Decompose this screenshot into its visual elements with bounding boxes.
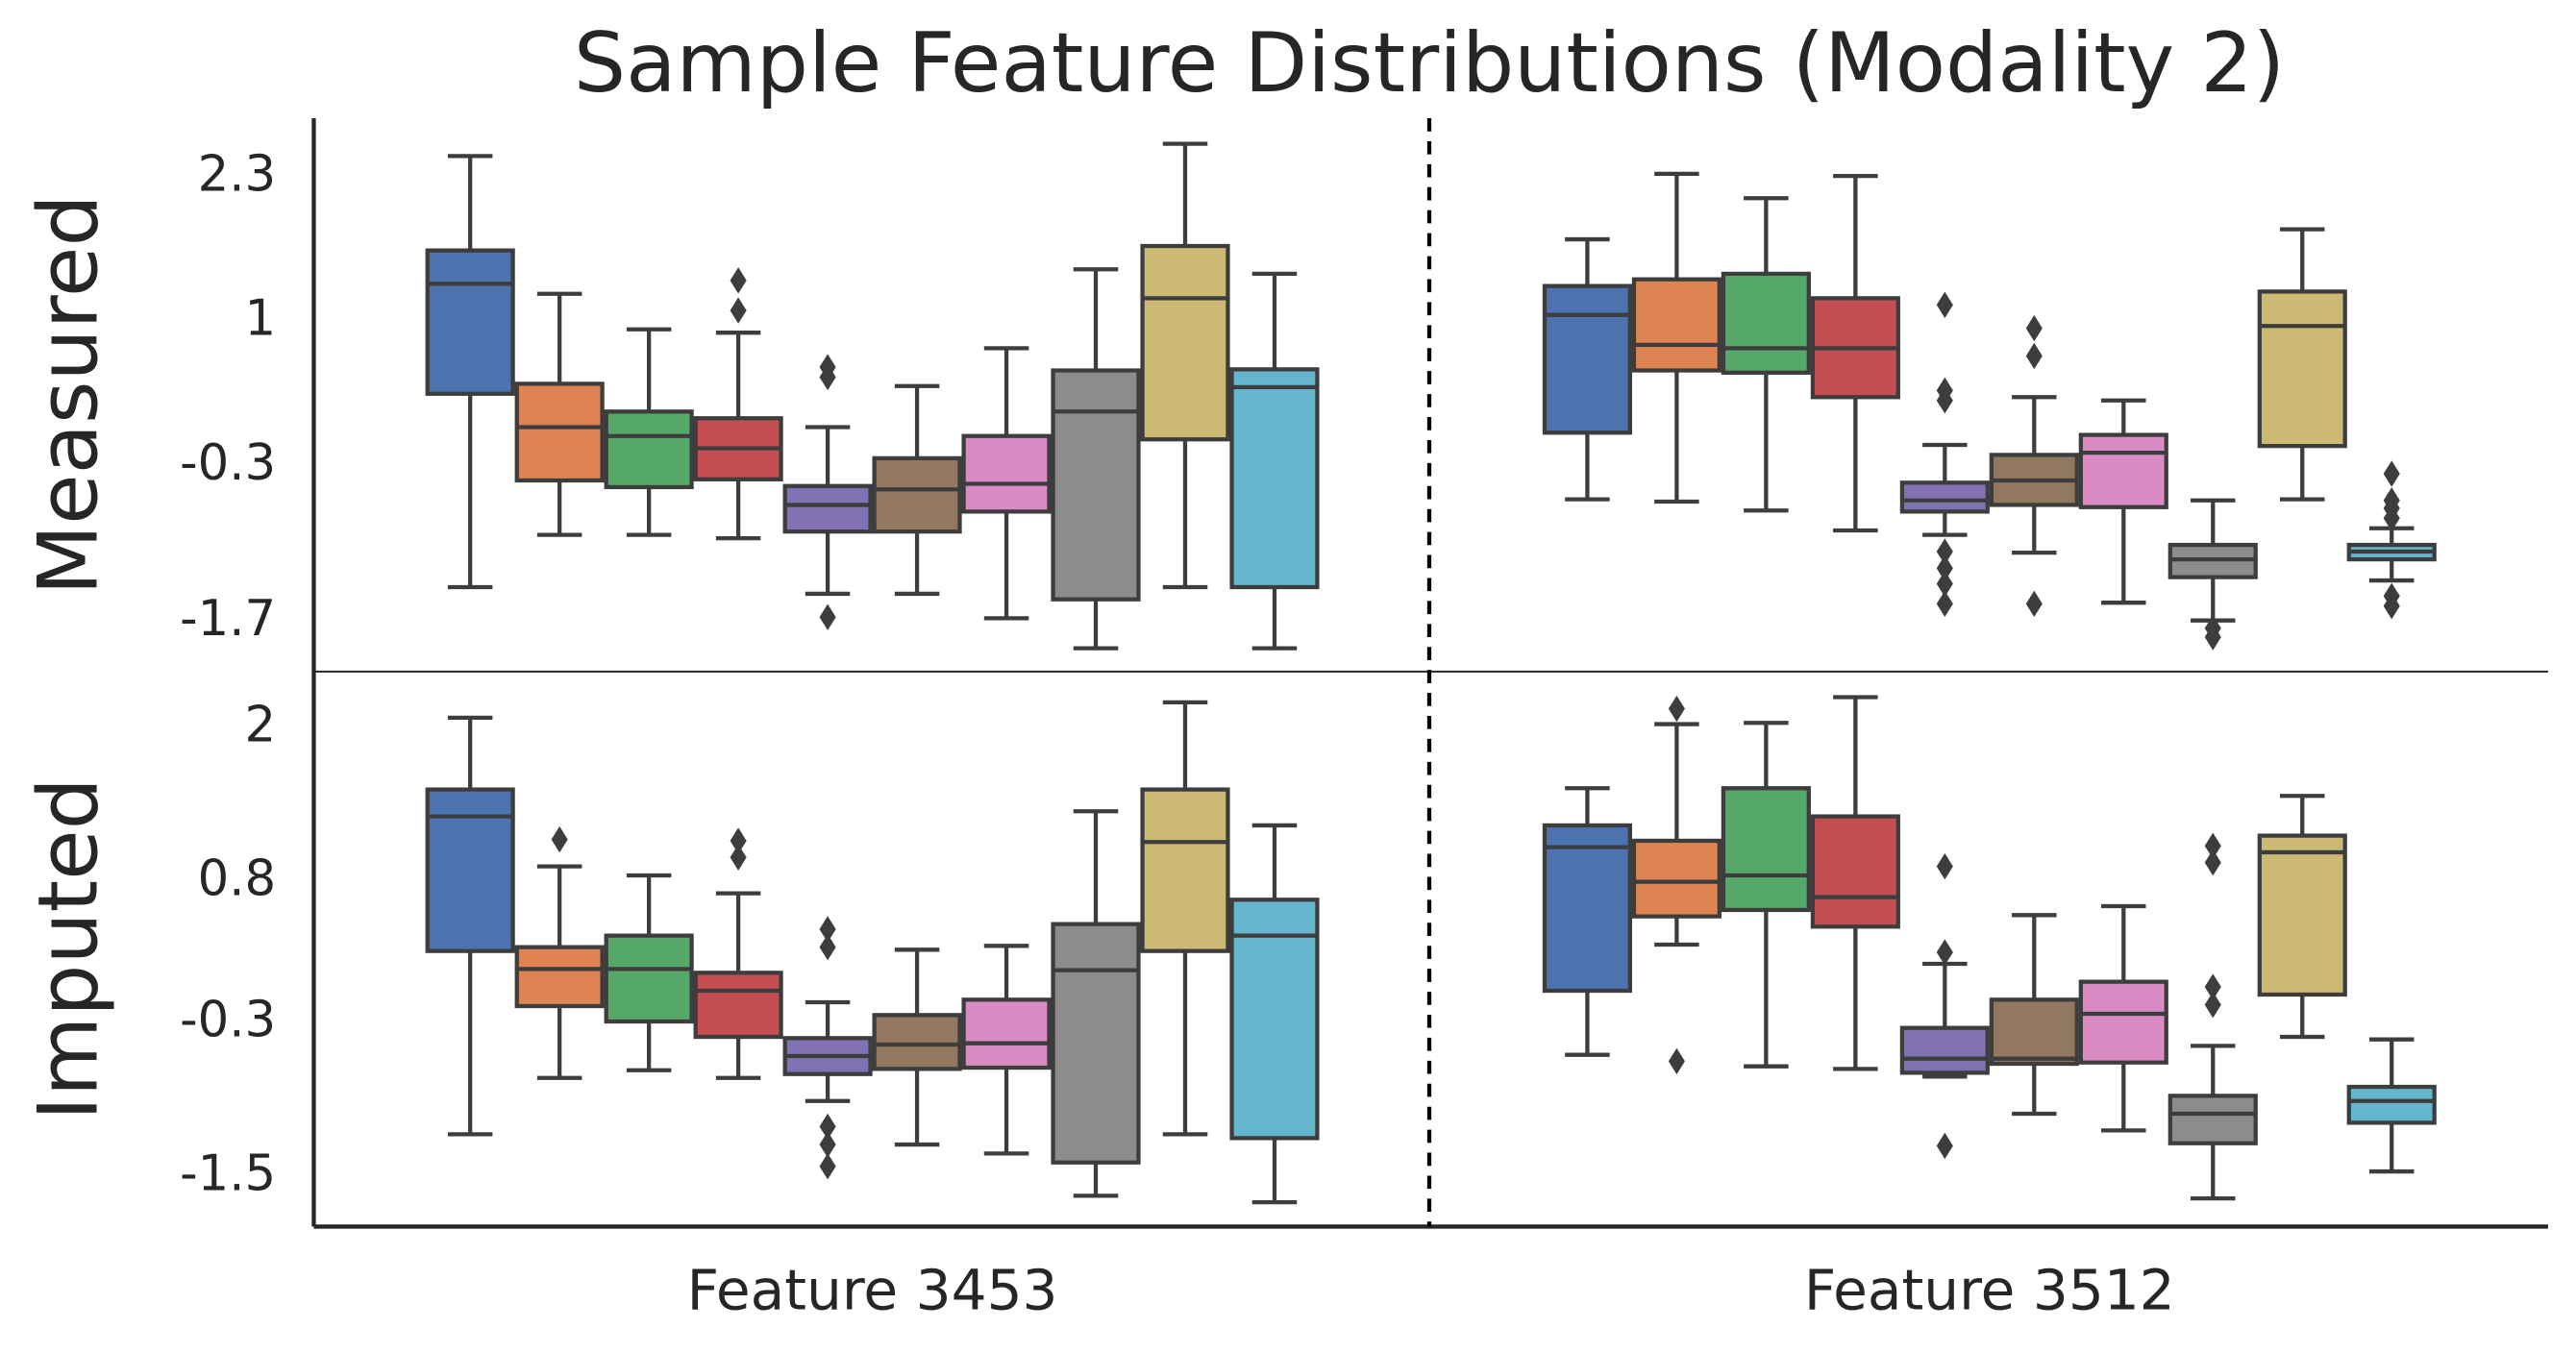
outlier	[2383, 495, 2400, 522]
row-label: Measured	[21, 194, 116, 595]
box	[1542, 283, 1632, 435]
outlier	[819, 933, 836, 961]
box	[425, 787, 515, 953]
outlier	[1936, 570, 1953, 598]
outlier	[730, 297, 747, 324]
box	[2078, 432, 2168, 509]
box	[1721, 271, 1811, 375]
y-tick-label: -1.7	[180, 590, 276, 648]
box	[1051, 922, 1141, 1165]
box	[1989, 997, 2079, 1067]
box	[1229, 367, 1320, 590]
box	[961, 997, 1052, 1070]
box	[425, 248, 515, 396]
y-tick-label: -1.5	[180, 1144, 276, 1202]
x-tick-label: Feature 3453	[687, 1258, 1058, 1323]
outlier	[1936, 291, 1953, 318]
box	[514, 945, 605, 1009]
outlier	[2204, 849, 2221, 876]
outlier	[1936, 939, 1953, 966]
y-tick-label: 2	[245, 697, 277, 754]
box	[604, 933, 694, 1024]
outlier	[2383, 592, 2400, 620]
box	[1051, 368, 1141, 602]
outlier	[1668, 1047, 1685, 1075]
outlier	[819, 1153, 836, 1180]
box	[1140, 243, 1230, 442]
box	[604, 409, 694, 490]
outlier	[551, 825, 568, 853]
outlier	[2025, 314, 2043, 342]
chart-title: Sample Feature Distributions (Modality 2…	[574, 16, 2285, 111]
outlier	[1936, 1132, 1953, 1160]
box	[872, 1013, 962, 1071]
box	[1631, 277, 1721, 373]
y-tick-label: 2.3	[198, 145, 277, 203]
row-label: Imputed	[21, 777, 116, 1120]
outlier	[1936, 387, 1953, 414]
box	[782, 483, 873, 534]
outlier	[2025, 342, 2043, 370]
outlier	[2204, 992, 2221, 1019]
y-tick-label: -0.3	[180, 434, 276, 492]
y-tick-label: -0.3	[180, 991, 276, 1048]
y-tick-label: 1	[245, 290, 277, 348]
outlier	[2383, 460, 2400, 487]
box	[2346, 1084, 2437, 1125]
box	[693, 971, 783, 1040]
box	[2167, 1094, 2258, 1145]
box	[1810, 814, 1900, 929]
box	[2078, 979, 2168, 1065]
outlier	[1936, 852, 1953, 880]
box	[1229, 898, 1320, 1141]
outlier	[1936, 554, 1953, 582]
box	[1542, 823, 1632, 994]
outlier	[1668, 695, 1685, 723]
outlier	[2204, 624, 2221, 651]
outlier	[1936, 590, 1953, 618]
box	[872, 455, 962, 534]
outlier	[2025, 590, 2043, 618]
box	[1631, 838, 1721, 919]
outlier	[730, 844, 747, 871]
outlier	[1936, 538, 1953, 565]
box	[1721, 786, 1811, 913]
box	[961, 433, 1052, 514]
y-tick-label: 0.8	[198, 850, 277, 908]
box	[1899, 1025, 1990, 1075]
outlier	[2204, 832, 2221, 859]
x-tick-label: Feature 3512	[1804, 1258, 2175, 1323]
box	[2257, 833, 2347, 997]
box	[1899, 480, 1990, 514]
outlier	[819, 603, 836, 630]
box	[2257, 289, 2347, 449]
outlier	[730, 267, 747, 294]
outlier	[2204, 973, 2221, 1000]
box	[1140, 787, 1230, 953]
box	[514, 381, 605, 483]
